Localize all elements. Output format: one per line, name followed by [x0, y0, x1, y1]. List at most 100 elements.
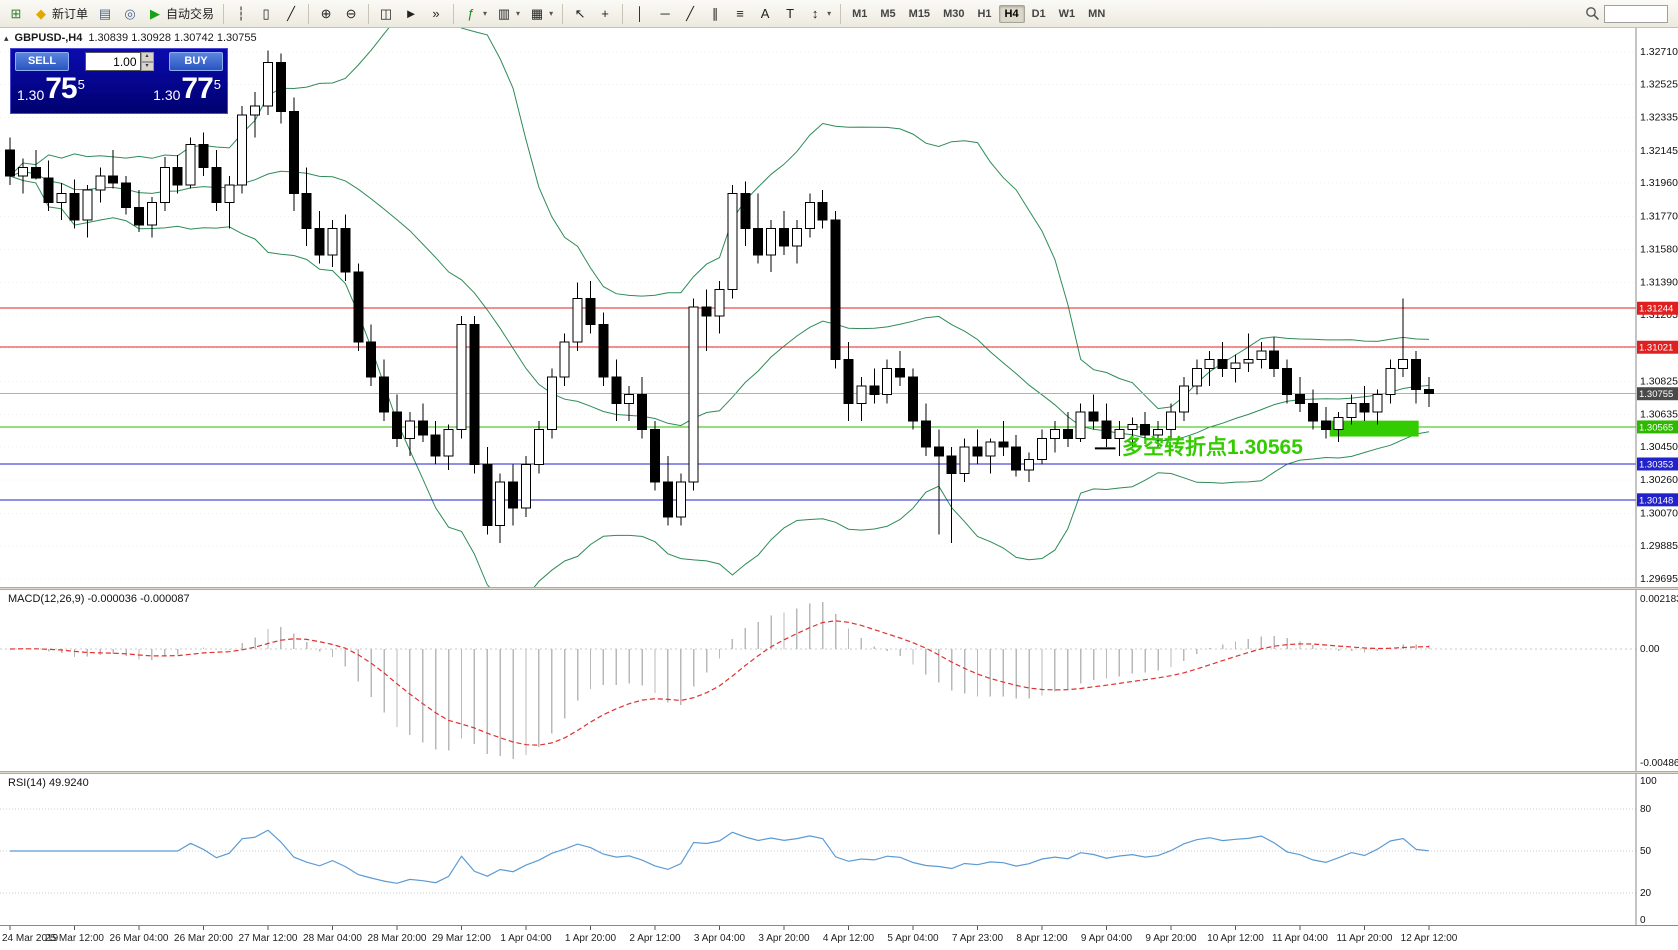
collapse-trade-panel-icon[interactable]: ▴ — [4, 32, 9, 43]
tf-h1-button[interactable]: H1 — [977, 7, 992, 20]
svg-text:29 Mar 12:00: 29 Mar 12:00 — [432, 933, 491, 944]
tile-windows-icon: ◫ — [379, 5, 393, 21]
tile-windows-button[interactable]: ◫ — [374, 3, 398, 25]
tf-m15-button[interactable]: M15 — [908, 7, 931, 20]
tf-d1-button[interactable]: D1 — [1031, 7, 1046, 20]
tf-m1-button[interactable]: M1 — [852, 7, 868, 20]
toolbar: ⊞ ◆ 新订单 ▤ ◎ ▶ 自动交易 ┆ ▯ ╱ ⊕ ⊖ ◫ ►» ƒ ▾ ▥ ▾ ▦ ▾ ↖ + │ ─ ╱ ∥ ≡ A T ↕ ▾ M1 M… — [0, 0, 1678, 28]
vertical-line-button[interactable]: │ — [628, 3, 652, 25]
cursor-button[interactable]: ↖ — [568, 3, 592, 25]
market-watch-button[interactable]: ▤ — [93, 3, 117, 25]
symbol-label: GBPUSD-,H4 — [14, 32, 83, 44]
tf-mn-button[interactable]: MN — [1088, 7, 1106, 20]
price-axis[interactable]: 1.32710 1.32525 1.32335 1.32145 1.31960 1.317… — [1637, 46, 1678, 585]
indicators-button[interactable]: ƒ ▾ — [459, 3, 491, 25]
auto-scroll-button[interactable]: ► — [399, 3, 423, 25]
price-badge — [1637, 340, 1678, 354]
svg-text:0: 0 — [1640, 915, 1646, 925]
data-window-button[interactable]: ◎ — [118, 3, 142, 25]
arrows-button[interactable]: ↕ ▾ — [803, 3, 835, 25]
svg-text:1.31390: 1.31390 — [1640, 277, 1678, 289]
buy-price[interactable]: 1.30 77 5 — [153, 71, 221, 107]
buy-price-prefix: 1.30 — [153, 87, 181, 103]
bar-chart-button[interactable]: ┆ — [229, 3, 253, 25]
svg-text:11 Apr 20:00: 11 Apr 20:00 — [1337, 933, 1393, 944]
rsi-chart: 100 80 50 20 0 — [0, 774, 1657, 925]
panel-splitter-macd[interactable] — [0, 587, 1678, 590]
svg-text:0.002183: 0.002183 — [1640, 594, 1678, 605]
svg-text:100: 100 — [1640, 776, 1657, 787]
svg-text:1.32145: 1.32145 — [1640, 145, 1678, 157]
sell-price-main: 75 — [45, 72, 77, 105]
macd-panel[interactable]: 0.002183 0.00 -0.004861 MACD(12,26,9) -0.0… — [0, 590, 1678, 771]
autotrading-button[interactable]: ▶ 自动交易 — [143, 3, 218, 25]
crosshair-icon: + — [601, 5, 609, 21]
svg-text:1.30635: 1.30635 — [1640, 409, 1678, 421]
svg-text:1.29695: 1.29695 — [1640, 573, 1678, 585]
trendline-button[interactable]: ╱ — [678, 3, 702, 25]
vertical-line-icon: │ — [636, 5, 645, 21]
fibonacci-button[interactable]: ≡ — [728, 3, 752, 25]
equidistant-channel-icon: ∥ — [711, 5, 719, 21]
buy-button[interactable]: BUY — [169, 52, 223, 71]
zoom-out-icon: ⊖ — [345, 5, 357, 21]
periods-dropdown-icon[interactable]: ▾ — [516, 9, 521, 18]
svg-text:12 Apr 12:00: 12 Apr 12:00 — [1401, 933, 1458, 944]
lot-down-button[interactable]: ▾ — [140, 61, 154, 71]
time-axis[interactable]: 24 Mar 2019 25 Mar 12:00 26 Mar 04:00 26 Ma… — [0, 925, 1678, 950]
candlestick-chart-button[interactable]: ▯ — [254, 3, 278, 25]
sell-button[interactable]: SELL — [15, 52, 69, 71]
toolbar-separator — [308, 3, 310, 24]
svg-text:-0.004861: -0.004861 — [1640, 758, 1678, 769]
svg-text:27 Mar 12:00: 27 Mar 12:00 — [239, 933, 298, 944]
svg-text:11 Apr 04:00: 11 Apr 04:00 — [1272, 933, 1328, 944]
templates-button[interactable]: ▦ ▾ — [525, 3, 557, 25]
price-chart-panel[interactable]: 多空转折点1.30565 1.32710 1.32525 1.32335 1.32145… — [0, 28, 1678, 587]
crosshair-button[interactable]: + — [593, 3, 617, 25]
svg-text:8 Apr 12:00: 8 Apr 12:00 — [1016, 933, 1068, 944]
lot-size-control: ▴ ▾ — [84, 52, 154, 71]
tf-m5-button[interactable]: M5 — [880, 7, 896, 20]
equidistant-channel-button[interactable]: ∥ — [703, 3, 727, 25]
zoom-in-button[interactable]: ⊕ — [314, 3, 338, 25]
tf-m30-button[interactable]: M30 — [943, 7, 965, 20]
macd-signal-line — [9, 620, 1430, 746]
arrows-dropdown-icon[interactable]: ▾ — [827, 9, 832, 18]
line-chart-button[interactable]: ╱ — [279, 3, 303, 25]
svg-text:26 Mar 20:00: 26 Mar 20:00 — [174, 933, 233, 944]
market-watch-icon: ▤ — [98, 5, 112, 21]
text-label-button[interactable]: T — [778, 3, 802, 25]
text-button[interactable]: A — [753, 3, 777, 25]
toolbar-search-input[interactable] — [1604, 4, 1668, 23]
zoom-out-button[interactable]: ⊖ — [339, 3, 363, 25]
horizontal-lines[interactable] — [0, 307, 1636, 501]
price-chart[interactable]: 多空转折点1.30565 1.32710 1.32525 1.32335 1.32145… — [0, 28, 1678, 587]
new-chart-button[interactable]: ⊞ — [4, 3, 28, 25]
svg-text:3 Apr 20:00: 3 Apr 20:00 — [758, 933, 810, 944]
templates-icon: ▦ — [530, 5, 544, 21]
new-order-button[interactable]: ◆ 新订单 — [29, 3, 92, 25]
sell-price[interactable]: 1.30 75 5 — [17, 71, 85, 107]
panel-splitter-rsi[interactable] — [0, 771, 1678, 774]
annotation-text[interactable]: 多空转折点1.30565 — [1122, 435, 1303, 459]
svg-text:0.00: 0.00 — [1640, 644, 1660, 655]
horizontal-line-button[interactable]: ─ — [653, 3, 677, 25]
lot-size-input[interactable] — [84, 52, 141, 71]
rsi-panel[interactable]: 100 80 50 20 0 RSI(14) 49.9240 — [0, 774, 1678, 925]
text-label-icon: T — [786, 5, 795, 21]
horizontal-line-icon: ─ — [660, 5, 670, 21]
lot-up-button[interactable]: ▴ — [140, 52, 154, 62]
chart-shift-button[interactable]: » — [424, 3, 448, 25]
price-badge — [1637, 457, 1678, 471]
svg-text:1.31770: 1.31770 — [1640, 210, 1678, 222]
tf-w1-button[interactable]: W1 — [1058, 7, 1076, 20]
periods-button[interactable]: ▥ ▾ — [492, 3, 524, 25]
line-chart-icon: ╱ — [287, 5, 295, 21]
templates-dropdown-icon[interactable]: ▾ — [549, 9, 554, 18]
svg-text:4 Apr 12:00: 4 Apr 12:00 — [823, 933, 875, 944]
svg-text:28 Mar 20:00: 28 Mar 20:00 — [368, 933, 427, 944]
indicators-dropdown-icon[interactable]: ▾ — [483, 9, 488, 18]
highlight-rectangle[interactable] — [1329, 420, 1419, 437]
tf-h4-button[interactable]: H4 — [998, 4, 1025, 23]
